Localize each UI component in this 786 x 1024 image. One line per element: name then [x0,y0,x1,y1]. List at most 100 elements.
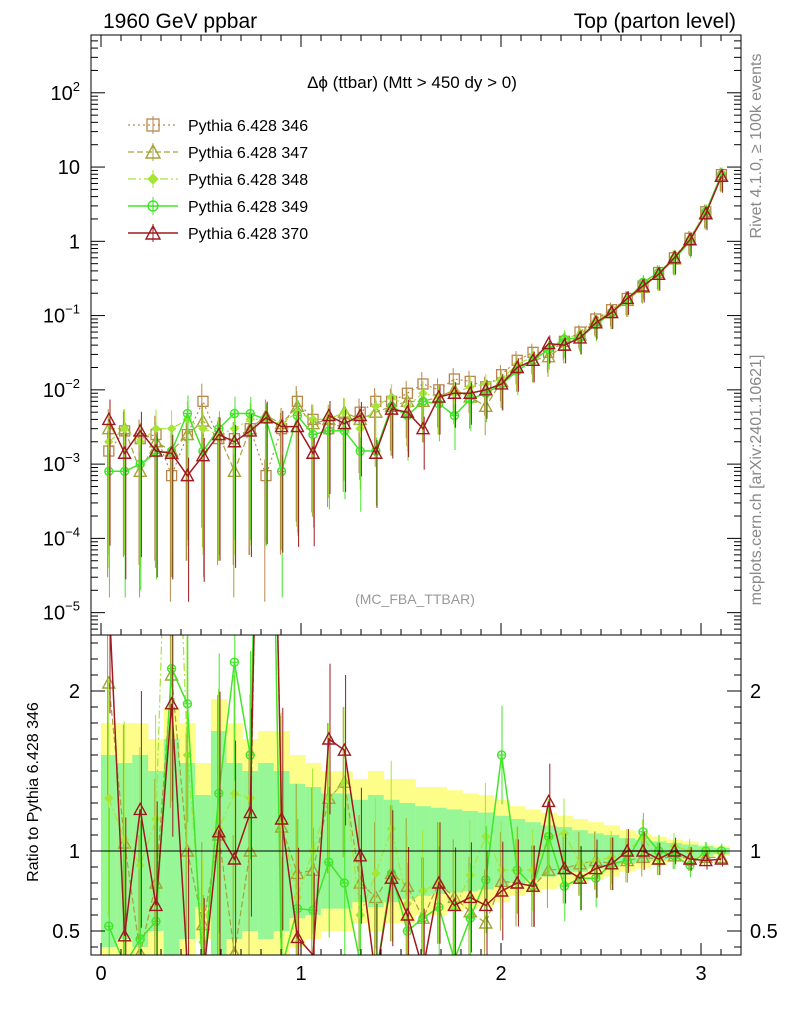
ratio-point-3-35 [651,851,666,865]
main-point-2-15 [339,407,350,417]
ratio-point-3-22 [447,897,462,912]
main-y-tick-label-2: 10−3 [43,450,80,476]
ratio-point-2-37 [685,860,695,871]
main-point-4-13 [305,445,321,459]
ratio-point-3-23 [463,889,478,904]
x-tick-label-1: 1 [295,963,306,985]
header-left-label: 1960 GeV ppbar [103,10,257,33]
ratio-point-2-21 [434,902,444,912]
ratio-point-2-29 [559,881,570,891]
main-point-4-20 [415,421,431,435]
main-point-4-27 [525,352,541,366]
main-line-4 [108,176,723,477]
main-point-4-35 [651,266,666,280]
ratio-line-2 [108,635,722,955]
main-point-2-0 [104,437,114,447]
ratio-point-2-5 [182,699,193,709]
ratio-point-3-38 [698,853,713,867]
ratio-point-2-9 [245,750,255,760]
main-point-4-37 [682,232,698,246]
ratio-point-2-33 [622,855,632,866]
ratio-point-1-1 [119,835,130,845]
main-point-2-18 [386,392,397,402]
main-point-2-13 [308,414,318,425]
ratio-y-tick-label-right-2: 2 [750,681,761,703]
ratio-point-0-8 [229,945,240,955]
ratio-point-3-11 [274,811,289,825]
ratio-y-tick-label-0: 0.5 [52,921,80,943]
main-point-4-36 [667,250,682,264]
main-point-4-21 [431,389,446,403]
ratio-point-3-2 [133,801,148,816]
main-point-4-31 [588,315,603,329]
ratio-point-3-15 [337,742,352,756]
ratio-y-tick-label-right-1: 1 [750,841,761,863]
ratio-point-0-2 [135,945,146,955]
legend-marker-1 [144,143,162,159]
ratio-point-3-12 [290,929,305,944]
ratio-point-2-4 [166,663,177,674]
main-point-3-23 [465,394,475,404]
main-point-4-1 [117,445,132,459]
legend-marker-2 [147,173,159,185]
main-point-3-8 [229,408,240,419]
main-point-0-6 [197,395,209,408]
ratio-point-0-34 [635,849,651,864]
legend-label-1: Pythia 6.428 347 [188,145,308,162]
ratio-point-3-18 [384,870,399,884]
legend-marker-4 [144,224,162,240]
main-point-3-13 [308,429,318,440]
main-point-4-14 [321,408,336,422]
main-point-4-5 [180,468,195,482]
ratio-point-3-19 [400,907,415,921]
ratio-point-2-23 [465,913,475,923]
ratio-point-3-9 [243,805,258,819]
main-y-tick-label-1: 10−4 [43,524,80,550]
main-point-3-5 [182,408,193,419]
main-point-4-8 [227,434,242,448]
ratio-point-2-15 [339,878,350,888]
main-point-4-25 [494,376,509,390]
mcplots-credit-label: mcplots.cern.ch [arXiv:2401.10621] [748,355,765,606]
main-point-4-39 [714,168,729,183]
main-point-2-16 [355,423,365,434]
main-point-4-32 [604,305,619,319]
x-tick-label-0: 0 [95,963,106,985]
main-y-tick-label-7: 102 [51,79,80,105]
main-y-tick-label-6: 10 [58,157,80,179]
main-point-2-1 [119,423,130,434]
header-right-label: Top (parton level) [574,10,736,33]
main-point-3-20 [418,396,428,407]
legend-label-3: Pythia 6.428 349 [188,199,308,216]
ratio-point-2-20 [418,913,428,923]
axes-layer: 0 1 2 3 10−5 10−4 10−3 10−2 10−1 1 10 102 0.5 0.5 1 1 2 2 [43,34,778,985]
main-point-2-8 [229,423,240,434]
ratio-point-0-28 [541,862,556,876]
ratio-point-1-25 [496,865,507,875]
ratio-point-2-3 [151,916,161,927]
ratio-point-2-19 [402,926,413,936]
analysis-watermark: (MC_FBA_TTBAR) [355,591,475,607]
ratio-series-1 [104,635,727,955]
main-point-3-11 [276,466,287,477]
main-point-4-33 [620,291,635,305]
main-point-3-12 [292,410,303,421]
main-y-tick-label-0: 10−5 [43,599,80,625]
ratio-point-1-17 [371,868,381,879]
main-point-4-29 [557,337,572,351]
ratio-plot-frame [90,634,742,956]
legend-label-2: Pythia 6.428 348 [188,172,308,189]
ratio-point-3-4 [164,696,179,710]
green-band-4 [163,739,180,955]
main-point-4-38 [698,206,713,220]
main-point-4-19 [400,404,415,418]
ratio-point-2-31 [591,873,601,883]
ratio-point-2-2 [135,934,145,944]
main-point-3-2 [135,459,145,469]
main-point-4-23 [463,385,478,399]
main-point-3-1 [119,466,130,477]
legend-marker-0 [146,118,160,132]
ratio-point-3-25 [494,883,509,897]
ratio-point-3-26 [510,875,525,889]
